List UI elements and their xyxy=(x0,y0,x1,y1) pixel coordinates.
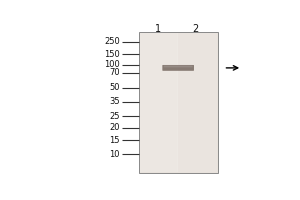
Text: 20: 20 xyxy=(110,123,120,132)
Text: 15: 15 xyxy=(110,136,120,145)
Text: 1: 1 xyxy=(155,24,161,34)
Bar xyxy=(177,33,217,172)
Bar xyxy=(140,33,178,172)
Text: 100: 100 xyxy=(104,60,120,69)
Text: 250: 250 xyxy=(104,37,120,46)
Text: 70: 70 xyxy=(110,68,120,77)
Bar xyxy=(139,32,218,173)
Text: 50: 50 xyxy=(110,83,120,92)
Text: 35: 35 xyxy=(110,97,120,106)
Text: 2: 2 xyxy=(193,24,199,34)
Text: 10: 10 xyxy=(110,150,120,159)
Text: 150: 150 xyxy=(104,50,120,59)
FancyBboxPatch shape xyxy=(164,66,193,67)
Text: 25: 25 xyxy=(110,112,120,121)
FancyBboxPatch shape xyxy=(162,65,194,71)
